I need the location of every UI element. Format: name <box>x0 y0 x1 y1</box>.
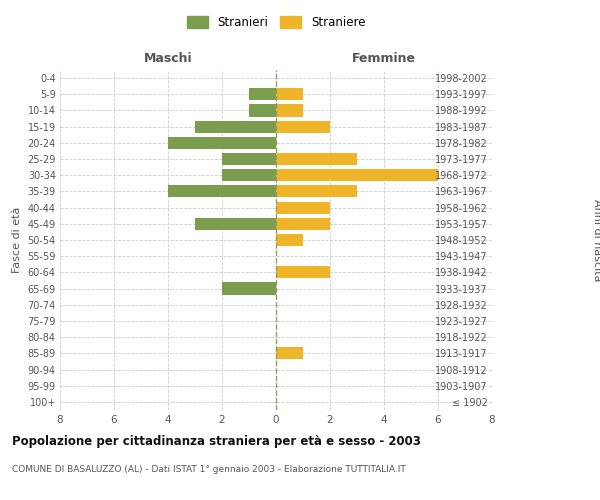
Y-axis label: Fasce di età: Fasce di età <box>12 207 22 273</box>
Text: Anni di nascita: Anni di nascita <box>592 198 600 281</box>
Bar <box>222 282 276 294</box>
Bar <box>195 120 276 132</box>
Bar <box>276 218 330 230</box>
Bar <box>276 169 438 181</box>
Bar <box>276 234 303 246</box>
Bar <box>276 104 303 117</box>
Text: Maschi: Maschi <box>143 52 193 65</box>
Bar <box>276 348 303 360</box>
Bar <box>276 266 330 278</box>
Bar <box>195 218 276 230</box>
Bar <box>276 120 330 132</box>
Bar <box>276 88 303 101</box>
Bar <box>249 104 276 117</box>
Text: Popolazione per cittadinanza straniera per età e sesso - 2003: Popolazione per cittadinanza straniera p… <box>12 435 421 448</box>
Bar <box>249 88 276 101</box>
Bar <box>168 137 276 149</box>
Bar <box>276 186 357 198</box>
Text: Femmine: Femmine <box>352 52 416 65</box>
Legend: Stranieri, Straniere: Stranieri, Straniere <box>182 11 370 34</box>
Bar <box>168 186 276 198</box>
Bar <box>276 153 357 165</box>
Bar <box>222 153 276 165</box>
Bar <box>276 202 330 213</box>
Bar <box>222 169 276 181</box>
Text: COMUNE DI BASALUZZO (AL) - Dati ISTAT 1° gennaio 2003 - Elaborazione TUTTITALIA.: COMUNE DI BASALUZZO (AL) - Dati ISTAT 1°… <box>12 465 406 474</box>
